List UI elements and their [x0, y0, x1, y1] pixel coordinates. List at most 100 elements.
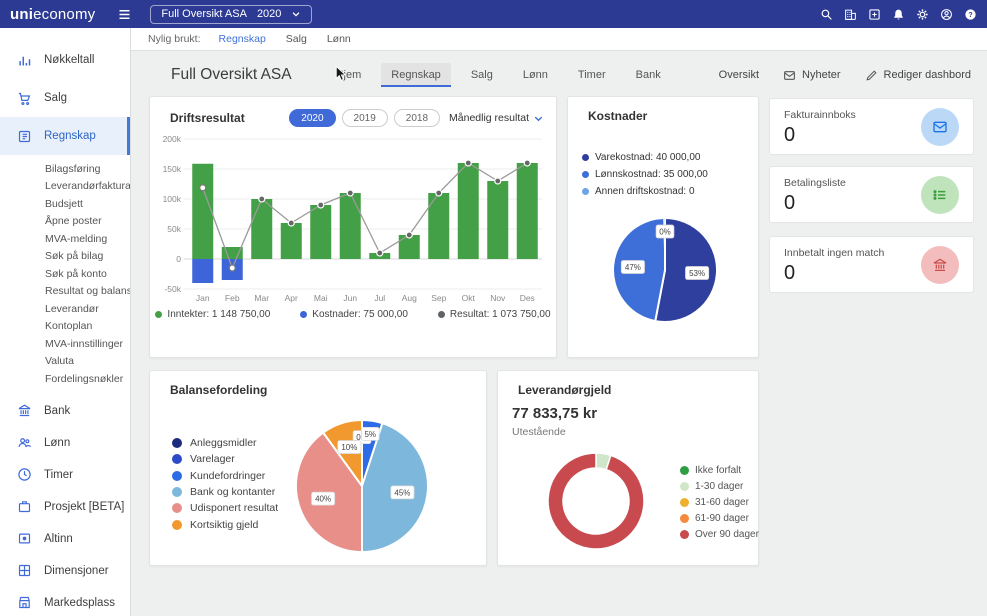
- svg-text:Nov: Nov: [490, 293, 506, 303]
- sidebar-item-altinn[interactable]: Altinn: [0, 523, 130, 555]
- recent-link-salg[interactable]: Salg: [285, 33, 307, 45]
- period-selector[interactable]: Månedlig resultat: [449, 112, 544, 124]
- sidebar-subitem-budsjett[interactable]: Budsjett: [45, 197, 83, 210]
- sidebar-item-timer[interactable]: Timer: [0, 459, 130, 491]
- balanse-legend-item-anleggsmidler: Anleggsmidler: [172, 435, 278, 451]
- legend-dot: [582, 188, 589, 195]
- kostnader-pie-chart: 53% 47% 0%: [612, 216, 718, 323]
- outstanding-label: Utestående: [512, 426, 566, 438]
- kostnader-title: Kostnader: [588, 109, 648, 123]
- legend-dot: [680, 513, 689, 523]
- sidebar-subitem-søk-på-bilag[interactable]: Søk på bilag: [45, 250, 104, 263]
- sidebar-subitem-bilagsføring[interactable]: Bilagsføring: [45, 162, 101, 175]
- legend-dot: [172, 519, 182, 530]
- action-oversikt[interactable]: Oversikt: [719, 69, 759, 81]
- kostnader-legend-item-0: Varekostnad: 40 000,00: [582, 149, 758, 166]
- sidebar-item-markedsplass[interactable]: Markedsplass: [0, 587, 130, 616]
- page-title: Full Oversikt ASA: [171, 66, 292, 83]
- sidebar-item-dimensjoner[interactable]: Dimensjoner: [0, 555, 130, 587]
- legend-dot: [172, 487, 182, 498]
- action-rediger-dashbord[interactable]: Rediger dashbord: [865, 69, 971, 82]
- sidebar-item-label: Prosjekt [BETA]: [44, 500, 125, 513]
- balansefordeling-head: Balansefordeling: [150, 371, 486, 397]
- logo-bold: uni: [10, 5, 34, 23]
- recently-used-links: Regnskap Salg Lønn: [219, 33, 351, 45]
- sidebar-item-regnskap[interactable]: Regnskap: [0, 117, 130, 155]
- page-header: Full Oversikt ASA Hjem Regnskap Salg Lønn Ti…: [131, 52, 987, 88]
- action-nyheter[interactable]: Nyheter: [783, 69, 841, 82]
- sidebar-subitem-søk-på-konto[interactable]: Søk på konto: [45, 267, 107, 280]
- mail-icon: [921, 108, 959, 146]
- sidebar-subitem-leverandør[interactable]: Leverandør: [45, 302, 99, 315]
- sidebar-item-prosjekt-beta[interactable]: Prosjekt [BETA]: [0, 491, 130, 523]
- company-selector[interactable]: Full Oversikt ASA 2020: [150, 4, 313, 24]
- balansefordeling-legend: Anleggsmidler Varelager Kundefordringer Ban…: [172, 435, 278, 533]
- clock-icon: [17, 467, 32, 482]
- company-icon[interactable]: [844, 8, 857, 21]
- top-bar: unieconomy Full Oversikt ASA 2020 ?: [0, 0, 987, 28]
- tab-bank[interactable]: Bank: [635, 69, 661, 81]
- svg-text:Sep: Sep: [431, 293, 446, 303]
- add-icon[interactable]: [868, 8, 881, 21]
- settings-icon[interactable]: [916, 8, 929, 21]
- quick-card-betalingsliste[interactable]: Betalingsliste 0: [769, 166, 974, 223]
- quick-card-title: Fakturainnboks: [784, 109, 856, 121]
- help-icon[interactable]: ?: [964, 8, 977, 21]
- sidebar-item-label: Bank: [44, 404, 71, 417]
- tab-salg[interactable]: Salg: [470, 69, 493, 81]
- year-filter-2018[interactable]: 2018: [393, 109, 441, 127]
- recently-used-bar: Nylig brukt: Regnskap Salg Lønn: [131, 28, 987, 51]
- sidebar-subitem-resultat-og-balanse[interactable]: Resultat og balanse: [45, 285, 131, 298]
- svg-text:Okt: Okt: [462, 293, 476, 303]
- quick-card-innbetalt-ingen-match[interactable]: Innbetalt ingen match 0: [769, 236, 974, 293]
- sidebar-sublist: Bilagsføring Leverandørfaktura Budsjett Åpn…: [0, 155, 130, 395]
- bar-chart-icon: [17, 53, 32, 68]
- tab-hjem[interactable]: Hjem: [335, 69, 362, 81]
- balanse-legend-item-varelager: Varelager: [172, 451, 278, 467]
- legend-dot: [437, 311, 445, 318]
- card-balansefordeling: Balansefordeling Anleggsmidler Varelager K…: [149, 370, 487, 566]
- quick-card-fakturainnboks[interactable]: Fakturainnboks 0: [769, 98, 974, 155]
- legend-label: Kortsiktig gjeld: [190, 518, 259, 531]
- period-selector-label: Månedlig resultat: [449, 112, 529, 124]
- kostnader-legend: Varekostnad: 40 000,00 Lønnskostnad: 35 0…: [568, 149, 758, 200]
- driftsresultat-chart: 200k 150k 100k 50k 0 -50k Jan Feb Mar Apr Mai Jun Ju…: [163, 134, 542, 303]
- sidebar-item-salg[interactable]: Salg: [0, 79, 130, 117]
- sidebar-subitem-leverandørfaktura[interactable]: Leverandørfaktura: [45, 180, 131, 193]
- recent-link-regnskap[interactable]: Regnskap: [218, 33, 266, 45]
- year-filter-pills: 2020 2019 2018: [289, 109, 441, 127]
- recent-link-lønn[interactable]: Lønn: [326, 33, 351, 45]
- kostnader-head: Kostnader: [568, 97, 758, 123]
- hamburger-menu-icon[interactable]: [117, 7, 132, 22]
- notifications-icon[interactable]: [892, 8, 905, 21]
- leverandorgjeld-head: Leverandørgjeld: [498, 371, 758, 397]
- svg-text:53%: 53%: [689, 269, 705, 278]
- sidebar-item-bank[interactable]: Bank: [0, 395, 130, 427]
- account-icon[interactable]: [940, 8, 953, 21]
- topbar-icons: ?: [820, 8, 977, 21]
- balanse-legend-item-kortsiktig-gjeld: Kortsiktig gjeld: [172, 516, 278, 532]
- legend-dot: [172, 438, 182, 449]
- sidebar-subitem-mva-melding[interactable]: MVA-melding: [45, 232, 108, 245]
- header-actions: Oversikt Nyheter Rediger dashbord: [719, 69, 971, 82]
- sidebar-subitem-kontoplan[interactable]: Kontoplan: [45, 320, 93, 333]
- legend-label: Varekostnad: 40 000,00: [595, 152, 701, 163]
- year-filter-2019[interactable]: 2019: [341, 109, 388, 127]
- legend-item-inntekter: Inntekter: 1 148 750,00: [155, 309, 270, 320]
- logo-rest: economy: [33, 5, 96, 23]
- kostnader-legend-item-2: Annen driftskostnad: 0: [582, 183, 758, 200]
- tab-lønn[interactable]: Lønn: [522, 69, 548, 81]
- year-filter-2020[interactable]: 2020: [289, 109, 336, 127]
- svg-text:Aug: Aug: [402, 293, 417, 303]
- sidebar-item-nøkkeltall[interactable]: Nøkkeltall: [0, 41, 130, 79]
- sidebar-subitem-åpne-poster[interactable]: Åpne poster: [45, 215, 102, 228]
- mail-icon: [783, 69, 796, 82]
- kostnader-legend-item-1: Lønnskostnad: 35 000,00: [582, 166, 758, 183]
- tab-regnskap[interactable]: Regnskap: [381, 63, 451, 87]
- tab-timer[interactable]: Timer: [577, 69, 606, 81]
- sidebar-subitem-valuta[interactable]: Valuta: [45, 355, 74, 368]
- search-icon[interactable]: [820, 8, 833, 21]
- sidebar-subitem-mva-innstillinger[interactable]: MVA-innstillinger: [45, 337, 123, 350]
- sidebar-subitem-fordelingsnøkler[interactable]: Fordelingsnøkler: [45, 372, 124, 385]
- sidebar-item-lønn[interactable]: Lønn: [0, 427, 130, 459]
